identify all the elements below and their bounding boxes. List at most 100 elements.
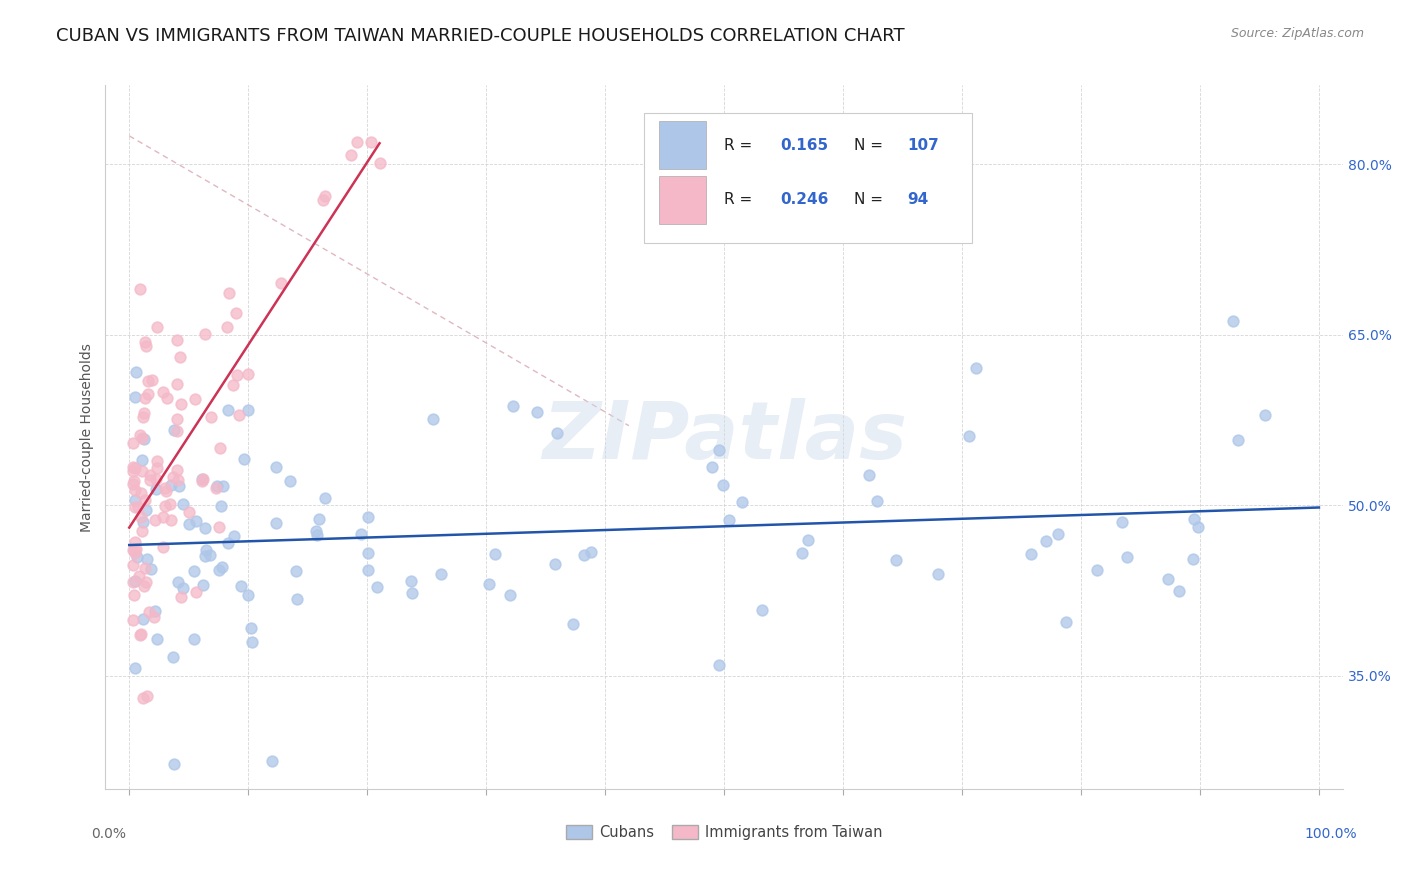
- Point: [886, 553, 908, 567]
- Point: [314, 491, 336, 505]
- Point: [125, 541, 148, 556]
- Point: [139, 473, 162, 487]
- Point: [121, 436, 143, 450]
- Point: [138, 374, 160, 388]
- Point: [124, 460, 146, 475]
- Point: [142, 610, 165, 624]
- Point: [194, 549, 217, 563]
- Point: [135, 503, 157, 517]
- Point: [125, 365, 148, 379]
- Point: [478, 577, 501, 591]
- Point: [162, 649, 184, 664]
- Point: [1182, 551, 1205, 566]
- Point: [1187, 520, 1209, 534]
- Point: [124, 546, 146, 560]
- Text: R =: R =: [724, 193, 758, 207]
- Point: [499, 588, 522, 602]
- Point: [502, 399, 524, 413]
- Point: [135, 339, 157, 353]
- Point: [240, 621, 263, 635]
- Point: [146, 461, 169, 475]
- Point: [209, 500, 232, 514]
- FancyBboxPatch shape: [658, 121, 706, 169]
- Point: [194, 327, 217, 342]
- Point: [707, 442, 730, 457]
- Point: [159, 478, 181, 492]
- Point: [131, 464, 153, 478]
- Point: [366, 580, 388, 594]
- Point: [170, 397, 193, 411]
- Text: R =: R =: [724, 137, 758, 153]
- Text: 107: 107: [907, 137, 939, 153]
- Point: [211, 560, 233, 574]
- Point: [122, 588, 145, 602]
- Y-axis label: Married-couple Households: Married-couple Households: [80, 343, 94, 532]
- Text: 100.0%: 100.0%: [1305, 827, 1357, 841]
- Point: [152, 510, 174, 524]
- Point: [240, 635, 263, 649]
- Point: [1222, 314, 1244, 328]
- Point: [208, 441, 231, 455]
- Point: [717, 513, 740, 527]
- FancyBboxPatch shape: [658, 176, 706, 224]
- Point: [177, 505, 200, 519]
- Point: [160, 512, 183, 526]
- Point: [169, 350, 191, 364]
- Point: [143, 603, 166, 617]
- Point: [166, 377, 188, 392]
- Point: [139, 562, 162, 576]
- Point: [159, 497, 181, 511]
- Point: [132, 691, 155, 706]
- Point: [136, 690, 159, 704]
- Point: [1047, 526, 1070, 541]
- Point: [183, 632, 205, 646]
- Point: [152, 540, 174, 554]
- Point: [141, 373, 163, 387]
- Point: [221, 378, 243, 392]
- Point: [1019, 547, 1042, 561]
- Point: [225, 306, 247, 320]
- Point: [731, 495, 754, 509]
- Point: [127, 550, 149, 565]
- Point: [217, 536, 239, 550]
- Text: CUBAN VS IMMIGRANTS FROM TAIWAN MARRIED-COUPLE HOUSEHOLDS CORRELATION CHART: CUBAN VS IMMIGRANTS FROM TAIWAN MARRIED-…: [56, 27, 905, 45]
- Point: [236, 403, 259, 417]
- Point: [191, 471, 214, 485]
- Point: [264, 459, 287, 474]
- Point: [422, 412, 444, 426]
- Point: [194, 521, 217, 535]
- Point: [121, 613, 143, 627]
- Point: [132, 516, 155, 530]
- Point: [134, 335, 156, 350]
- Point: [543, 557, 565, 571]
- Point: [145, 454, 167, 468]
- Point: [124, 574, 146, 588]
- Point: [166, 424, 188, 438]
- Text: Source: ZipAtlas.com: Source: ZipAtlas.com: [1230, 27, 1364, 40]
- Point: [1182, 512, 1205, 526]
- Point: [1226, 433, 1249, 447]
- Point: [124, 493, 146, 508]
- Point: [222, 529, 245, 543]
- Point: [131, 410, 153, 425]
- Point: [127, 500, 149, 514]
- Point: [965, 360, 987, 375]
- Point: [285, 592, 308, 607]
- Point: [368, 155, 391, 169]
- Point: [121, 558, 143, 573]
- Point: [218, 286, 240, 301]
- Point: [264, 516, 287, 530]
- Point: [207, 479, 229, 493]
- Text: N =: N =: [853, 137, 887, 153]
- Point: [170, 590, 193, 604]
- Point: [792, 546, 814, 560]
- Point: [121, 574, 143, 589]
- Point: [229, 579, 252, 593]
- Point: [356, 563, 378, 577]
- Point: [166, 412, 188, 426]
- Point: [155, 500, 177, 514]
- Text: N =: N =: [853, 193, 887, 207]
- Point: [163, 757, 186, 772]
- Point: [184, 392, 207, 406]
- Point: [430, 566, 453, 581]
